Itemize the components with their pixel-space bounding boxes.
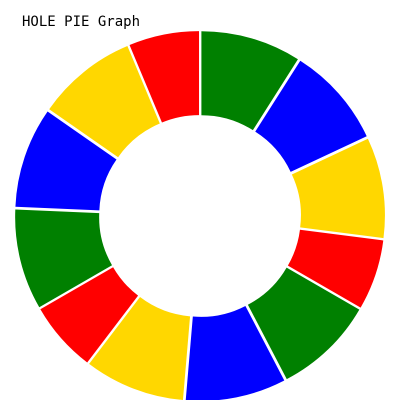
pie-slice-3: [291, 138, 385, 239]
pie-slice-5: [247, 267, 360, 380]
pie-slice-6: [185, 306, 285, 400]
pie-slice-1: [201, 31, 298, 131]
slices-group: [15, 31, 385, 400]
chart-title: HOLE PIE Graph: [22, 14, 141, 30]
pie-slice-11: [49, 46, 160, 158]
pie-slice-8: [40, 267, 139, 363]
pie-slice-2: [255, 60, 367, 172]
pie-slice-7: [89, 297, 191, 400]
pie-slice-10: [15, 111, 117, 211]
pie-slice-4: [287, 229, 384, 308]
pie-slice-12: [129, 31, 200, 123]
pie-slice-9: [15, 209, 113, 308]
